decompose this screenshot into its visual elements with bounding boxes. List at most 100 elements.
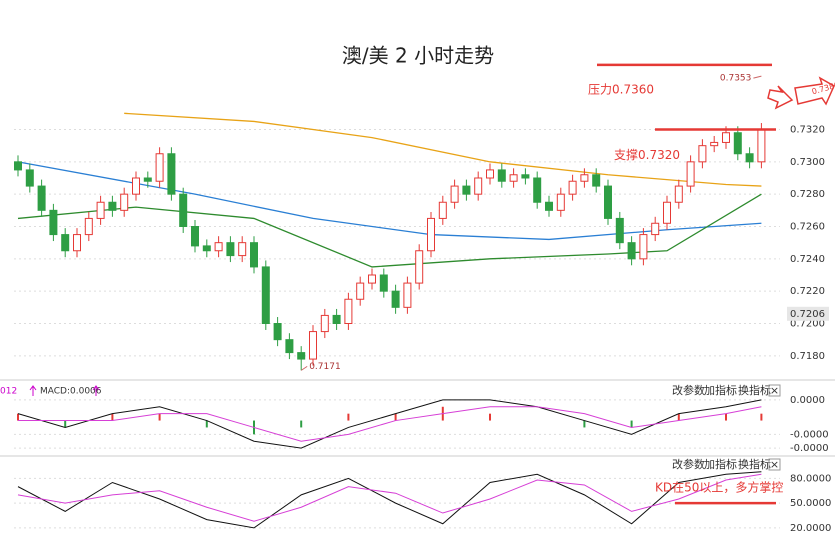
price-tag: 0.7380 (811, 80, 835, 96)
candle-body (521, 174, 530, 179)
candle-body (686, 161, 695, 187)
candle-body (356, 282, 365, 300)
level-label: 压力0.7360 (588, 82, 654, 96)
up-arrow (92, 385, 100, 396)
candle-body (49, 209, 58, 236)
chart-title: 澳/美 2 小时走势 (342, 44, 494, 68)
candle-body (309, 331, 317, 360)
annotation-pointer (753, 75, 762, 79)
candle-body (120, 193, 129, 211)
candle-body (84, 217, 93, 236)
y-tick-label: 80.0000 (790, 473, 831, 484)
candle-body (25, 169, 34, 187)
candle-body (132, 177, 140, 195)
candle-body (580, 174, 589, 182)
candle-body (533, 177, 542, 203)
level-label: 支撑0.7320 (614, 147, 680, 162)
candle-body (698, 145, 707, 163)
y-tick-label: 0.7320 (790, 125, 825, 136)
candle-body (427, 217, 435, 252)
candle-body (202, 245, 211, 252)
candle-body (285, 339, 294, 354)
candle-body (108, 201, 117, 211)
candle-body (627, 242, 636, 260)
annotation-label: 0.7353 (720, 74, 752, 84)
up-arrow (29, 385, 37, 396)
candle-body (179, 193, 188, 228)
candle-body (61, 234, 70, 252)
close-button[interactable]: × (770, 458, 779, 471)
moving-average (124, 112, 762, 187)
candle-body (214, 242, 223, 252)
candle-body (143, 177, 152, 182)
y-tick-label: -0.0000 (790, 443, 829, 454)
candle-body (379, 274, 388, 292)
line-series (17, 399, 762, 449)
candle-body (320, 314, 329, 333)
candle-body (344, 298, 353, 324)
close-button[interactable]: × (770, 384, 779, 397)
y-tick-label: 0.0000 (790, 395, 825, 406)
candle-body (238, 242, 247, 257)
candle-body (191, 226, 199, 247)
candle-body (226, 242, 235, 257)
close-box[interactable] (768, 458, 781, 471)
y-tick-label: 50.0000 (790, 498, 831, 509)
y-tick-label: 0.7240 (790, 254, 825, 265)
candle-body (273, 323, 282, 341)
moving-average (17, 193, 762, 268)
candle-body (167, 153, 176, 195)
last-price-box (787, 306, 829, 321)
candle-body (651, 222, 660, 236)
candle-body (509, 174, 518, 182)
candle-body (403, 282, 412, 308)
toolbar-button[interactable]: 加指标 (704, 457, 737, 471)
candle-body (486, 169, 494, 179)
candle-body (14, 161, 22, 171)
close-box[interactable] (768, 384, 781, 397)
line-series (18, 406, 762, 442)
candle-body (733, 132, 742, 155)
indicator-label: MACD:0.0006 (40, 387, 102, 397)
annotation-label: 0.7171 (309, 362, 341, 372)
y-tick-label: -0.0000 (790, 429, 829, 440)
candle-body (462, 185, 471, 195)
candle-body (710, 141, 719, 147)
toolbar-button[interactable]: 换指标 (738, 383, 771, 397)
candle-body (592, 174, 601, 187)
line-series (17, 471, 762, 529)
candle-body (568, 180, 577, 195)
candle-body (545, 201, 553, 211)
toolbar-button[interactable]: 换指标 (738, 457, 771, 471)
candle-body (745, 153, 754, 163)
line-series (17, 473, 762, 522)
moving-average (17, 161, 762, 241)
y-tick-label: 0.7180 (790, 351, 825, 362)
toolbar-button[interactable]: 加指标 (704, 383, 737, 397)
arrow-marker (767, 76, 835, 110)
candle-body (96, 201, 105, 219)
candle-body (155, 153, 164, 182)
level-label: KD在50以上，多方掌控 (655, 480, 783, 495)
y-tick-label: 20.0000 (790, 523, 831, 533)
candle-body (415, 250, 424, 284)
candle-body (639, 234, 648, 260)
y-tick-label: 0.7200 (790, 319, 825, 330)
candle-body (250, 242, 258, 268)
candle-body (368, 274, 376, 284)
y-tick-label: 0.7260 (790, 222, 825, 233)
toolbar-button[interactable]: 改参数 (672, 383, 705, 397)
toolbar-button[interactable]: 改参数 (672, 457, 705, 471)
candle-body (297, 352, 306, 360)
candle-body (556, 193, 565, 211)
y-tick-label: 0.7280 (790, 189, 825, 200)
y-tick-label: 0.7220 (790, 286, 825, 297)
candle-body (474, 177, 483, 195)
candle-body (604, 185, 612, 219)
candle-body (261, 266, 270, 324)
annotation-pointer (300, 365, 308, 371)
candle-body (438, 201, 447, 219)
y-tick-label: 0.7300 (790, 157, 825, 168)
indicator-prefix: 012 (0, 387, 17, 397)
candle-body (615, 217, 624, 244)
